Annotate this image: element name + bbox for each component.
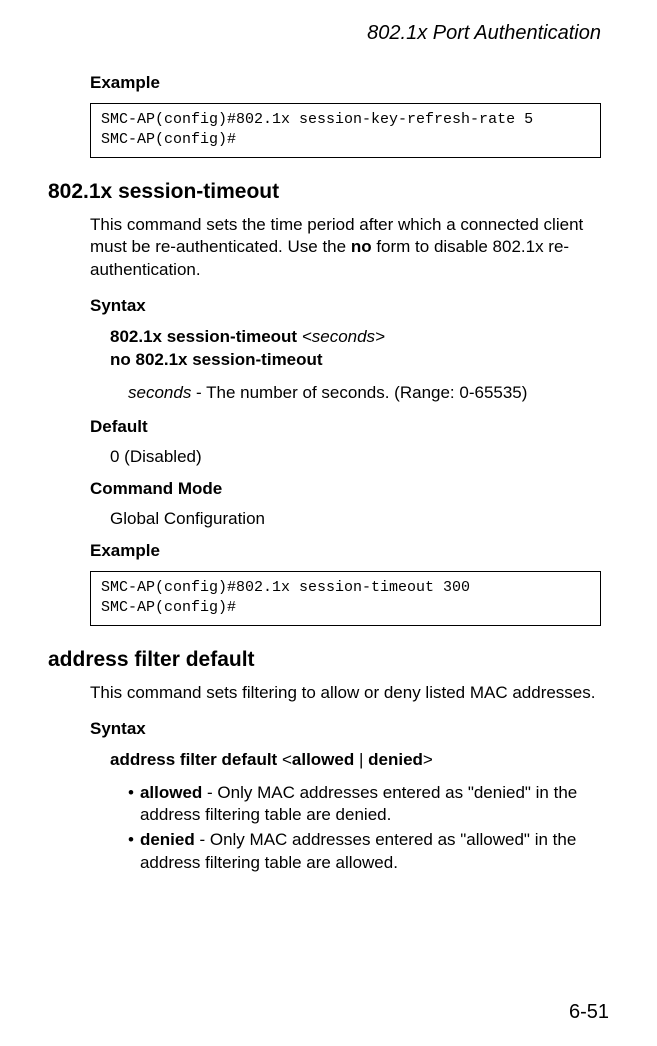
bullet-dot-icon: •: [128, 829, 134, 875]
syntax-angle-close: >: [423, 750, 433, 769]
syntax-arg-1: <seconds>: [302, 327, 385, 346]
code-example-1: SMC-AP(config)#802.1x session-key-refres…: [90, 103, 601, 158]
bullet-rest-denied: - Only MAC addresses entered as "allowed…: [140, 830, 576, 872]
syntax-cmd-af: address filter default: [110, 750, 277, 769]
bullet-text-denied: denied - Only MAC addresses entered as "…: [140, 829, 599, 875]
bullet-rest-allowed: - Only MAC addresses entered as "denied"…: [140, 783, 577, 825]
syntax-pipe: |: [354, 750, 368, 769]
page-number: 6-51: [569, 1001, 609, 1024]
param-seconds: seconds - The number of seconds. (Range:…: [128, 382, 609, 405]
address-filter-heading: address filter default: [48, 648, 609, 672]
example-label-1: Example: [90, 73, 609, 93]
bullet-item-allowed: • allowed - Only MAC addresses entered a…: [128, 782, 599, 828]
session-timeout-intro: This command sets the time period after …: [90, 214, 601, 283]
code-example-2: SMC-AP(config)#802.1x session-timeout 30…: [90, 571, 601, 626]
syntax-label-2: Syntax: [90, 719, 609, 739]
session-timeout-heading: 802.1x session-timeout: [48, 180, 609, 204]
syntax-angle-open: <: [282, 750, 292, 769]
bullet-text-allowed: allowed - Only MAC addresses entered as …: [140, 782, 599, 828]
example-label-2: Example: [90, 541, 609, 561]
bullet-dot-icon: •: [128, 782, 134, 828]
page-header-title: 802.1x Port Authentication: [48, 22, 609, 45]
command-mode-value: Global Configuration: [110, 509, 609, 529]
syntax-line-address-filter: address filter default <allowed | denied…: [110, 749, 609, 772]
default-value: 0 (Disabled): [110, 447, 609, 467]
bullet-bold-denied: denied: [140, 830, 195, 849]
syntax-no-cmd: no 802.1x session-timeout: [110, 350, 323, 369]
syntax-label-1: Syntax: [90, 296, 609, 316]
bullet-bold-allowed: allowed: [140, 783, 202, 802]
bullet-item-denied: • denied - Only MAC addresses entered as…: [128, 829, 599, 875]
address-filter-intro: This command sets filtering to allow or …: [90, 682, 601, 705]
syntax-cmd-1: 802.1x session-timeout: [110, 327, 297, 346]
default-label: Default: [90, 417, 609, 437]
syntax-opt-allowed: allowed: [292, 750, 354, 769]
syntax-opt-denied: denied: [368, 750, 423, 769]
param-italic-seconds: seconds: [128, 383, 191, 402]
intro-bold-no: no: [351, 237, 372, 256]
command-mode-label: Command Mode: [90, 479, 609, 499]
param-rest-seconds: - The number of seconds. (Range: 0-65535…: [191, 383, 527, 402]
syntax-line-session-timeout: 802.1x session-timeout <seconds> no 802.…: [110, 326, 609, 372]
bullet-list-address-filter: • allowed - Only MAC addresses entered a…: [128, 782, 599, 876]
